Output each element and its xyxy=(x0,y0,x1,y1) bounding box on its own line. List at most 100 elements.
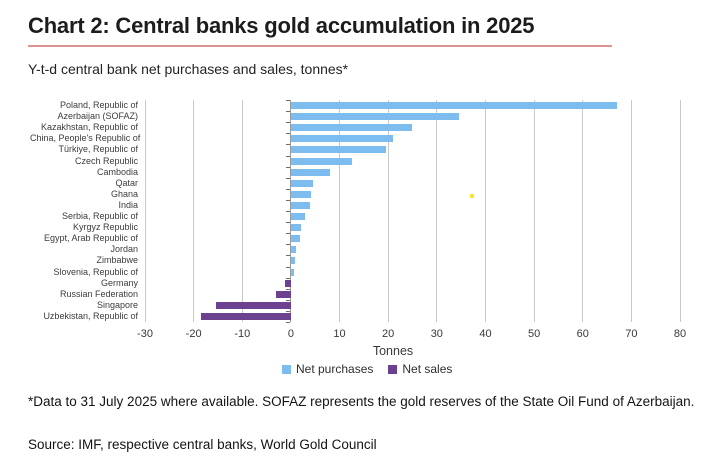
legend-item-net-sales: Net sales xyxy=(388,362,452,376)
category-axis-tick xyxy=(286,199,291,201)
category-axis-tick xyxy=(286,299,291,301)
category-label-qatar: Qatar xyxy=(115,177,138,188)
chart-footnote: *Data to 31 July 2025 where available. S… xyxy=(28,394,695,409)
chart-subtitle: Y-t-d central bank net purchases and sal… xyxy=(28,61,349,77)
bar-czech-republic xyxy=(290,157,352,165)
gridline-50 xyxy=(533,100,535,322)
category-axis-tick xyxy=(286,266,291,268)
category-axis-tick xyxy=(286,244,291,246)
gridline-60 xyxy=(582,100,584,322)
category-axis-tick xyxy=(286,322,291,323)
bar-ghana xyxy=(290,190,312,198)
category-label-china-people-s-republic-of: China, People's Republic of xyxy=(30,133,141,144)
x-tick-label--20: -20 xyxy=(185,328,202,340)
bar-poland-republic-of xyxy=(290,102,617,110)
chart-title: Chart 2: Central banks gold accumulation… xyxy=(28,13,535,38)
category-label-jordan: Jordan xyxy=(110,244,138,255)
category-label-uzbekistan-republic-of: Uzbekistan, Republic of xyxy=(43,310,138,321)
category-axis-tick xyxy=(286,166,291,168)
bar-kazakhstan-republic-of xyxy=(290,124,413,132)
bar-zimbabwe xyxy=(290,257,296,265)
category-label-kyrgyz-republic: Kyrgyz Republic xyxy=(72,222,138,233)
category-axis-tick xyxy=(286,310,291,312)
x-tick-label-10: 10 xyxy=(333,328,346,340)
category-label-singapore: Singapore xyxy=(96,299,138,310)
category-axis-tick xyxy=(286,255,291,257)
gridline-80 xyxy=(679,100,681,322)
bar-india xyxy=(290,201,310,209)
category-axis-tick xyxy=(286,100,291,101)
category-label-india: India xyxy=(118,199,138,210)
net-purchases-swatch-icon xyxy=(282,364,291,374)
category-axis-tick xyxy=(286,233,291,235)
category-axis-tick xyxy=(286,211,291,212)
category-label-czech-republic: Czech Republic xyxy=(74,155,138,166)
x-tick-label-20: 20 xyxy=(382,328,395,340)
chart-legend: Net purchases Net sales xyxy=(282,362,452,376)
title-underline-decoration xyxy=(28,45,612,47)
gridline-70 xyxy=(630,100,632,322)
net-sales-label: Net sales xyxy=(402,362,453,376)
x-tick-label-40: 40 xyxy=(479,328,492,340)
gridline--10 xyxy=(241,100,243,322)
category-axis-tick xyxy=(286,277,291,279)
category-label-zimbabwe: Zimbabwe xyxy=(96,255,138,266)
bar-uzbekistan-republic-of xyxy=(200,312,291,320)
category-label-ghana: Ghana xyxy=(110,188,138,199)
category-label-poland-republic-of: Poland, Republic of xyxy=(59,100,138,111)
category-label-serbia-republic-of: Serbia, Republic of xyxy=(61,211,138,222)
x-tick-label-0: 0 xyxy=(287,328,294,340)
bar-serbia-republic-of xyxy=(290,213,305,221)
x-tick-label-80: 80 xyxy=(673,328,687,340)
bar-slovenia-republic-of xyxy=(290,268,295,276)
zero-gridline xyxy=(290,100,292,322)
chart-source: Source: IMF, respective central banks, W… xyxy=(28,437,377,452)
x-tick-label-50: 50 xyxy=(527,328,541,340)
category-label-cambodia: Cambodia xyxy=(96,166,138,177)
category-label-kazakhstan-republic-of: Kazakhstan, Republic of xyxy=(40,122,138,133)
bar-cambodia xyxy=(290,168,330,176)
bar-russian-federation xyxy=(276,290,291,298)
stray-yellow-dot xyxy=(470,194,474,198)
bar-kyrgyz-republic xyxy=(290,224,302,232)
category-axis-tick xyxy=(286,177,291,179)
category-axis-tick xyxy=(286,155,291,157)
x-tick-label-60: 60 xyxy=(576,328,589,340)
bar-germany xyxy=(285,279,291,287)
category-label-egypt-arab-republic-of: Egypt, Arab Republic of xyxy=(43,233,138,244)
category-axis-tick xyxy=(286,122,291,124)
bar-t-rkiye-republic-of xyxy=(290,146,387,154)
bar-egypt-arab-republic-of xyxy=(290,235,300,243)
gridline--20 xyxy=(193,100,195,322)
net-sales-swatch-icon xyxy=(388,364,398,374)
bar-china-people-s-republic-of xyxy=(290,135,394,143)
gridline-40 xyxy=(484,100,486,322)
gridline-30 xyxy=(436,100,438,322)
x-tick-label-30: 30 xyxy=(430,328,443,340)
gridline-10 xyxy=(339,100,341,322)
category-axis-tick xyxy=(286,133,291,135)
category-axis-tick xyxy=(286,288,291,290)
x-tick-label--30: -30 xyxy=(137,328,153,340)
bar-azerbaijan-sofaz xyxy=(290,113,460,121)
category-label-azerbaijan-sofaz: Azerbaijan (SOFAZ) xyxy=(57,111,138,122)
category-axis-tick xyxy=(286,111,291,113)
legend-item-net-purchases: Net purchases xyxy=(282,362,373,376)
category-axis-tick xyxy=(286,222,291,224)
category-label-t-rkiye-republic-of: Türkiye, Republic of xyxy=(58,144,138,155)
bar-singapore xyxy=(215,301,291,309)
gridline-20 xyxy=(387,100,389,322)
category-axis-tick xyxy=(286,144,291,146)
x-tick-label--10: -10 xyxy=(234,328,251,340)
category-axis-tick xyxy=(286,188,291,190)
bar-jordan xyxy=(290,246,296,254)
x-tick-label-70: 70 xyxy=(625,328,638,340)
category-label-russian-federation: Russian Federation xyxy=(59,288,138,299)
gridline--30 xyxy=(144,100,146,322)
category-label-germany: Germany xyxy=(100,277,138,288)
net-purchases-label: Net purchases xyxy=(296,362,374,376)
category-label-slovenia-republic-of: Slovenia, Republic of xyxy=(53,266,138,277)
bar-qatar xyxy=(290,179,313,187)
